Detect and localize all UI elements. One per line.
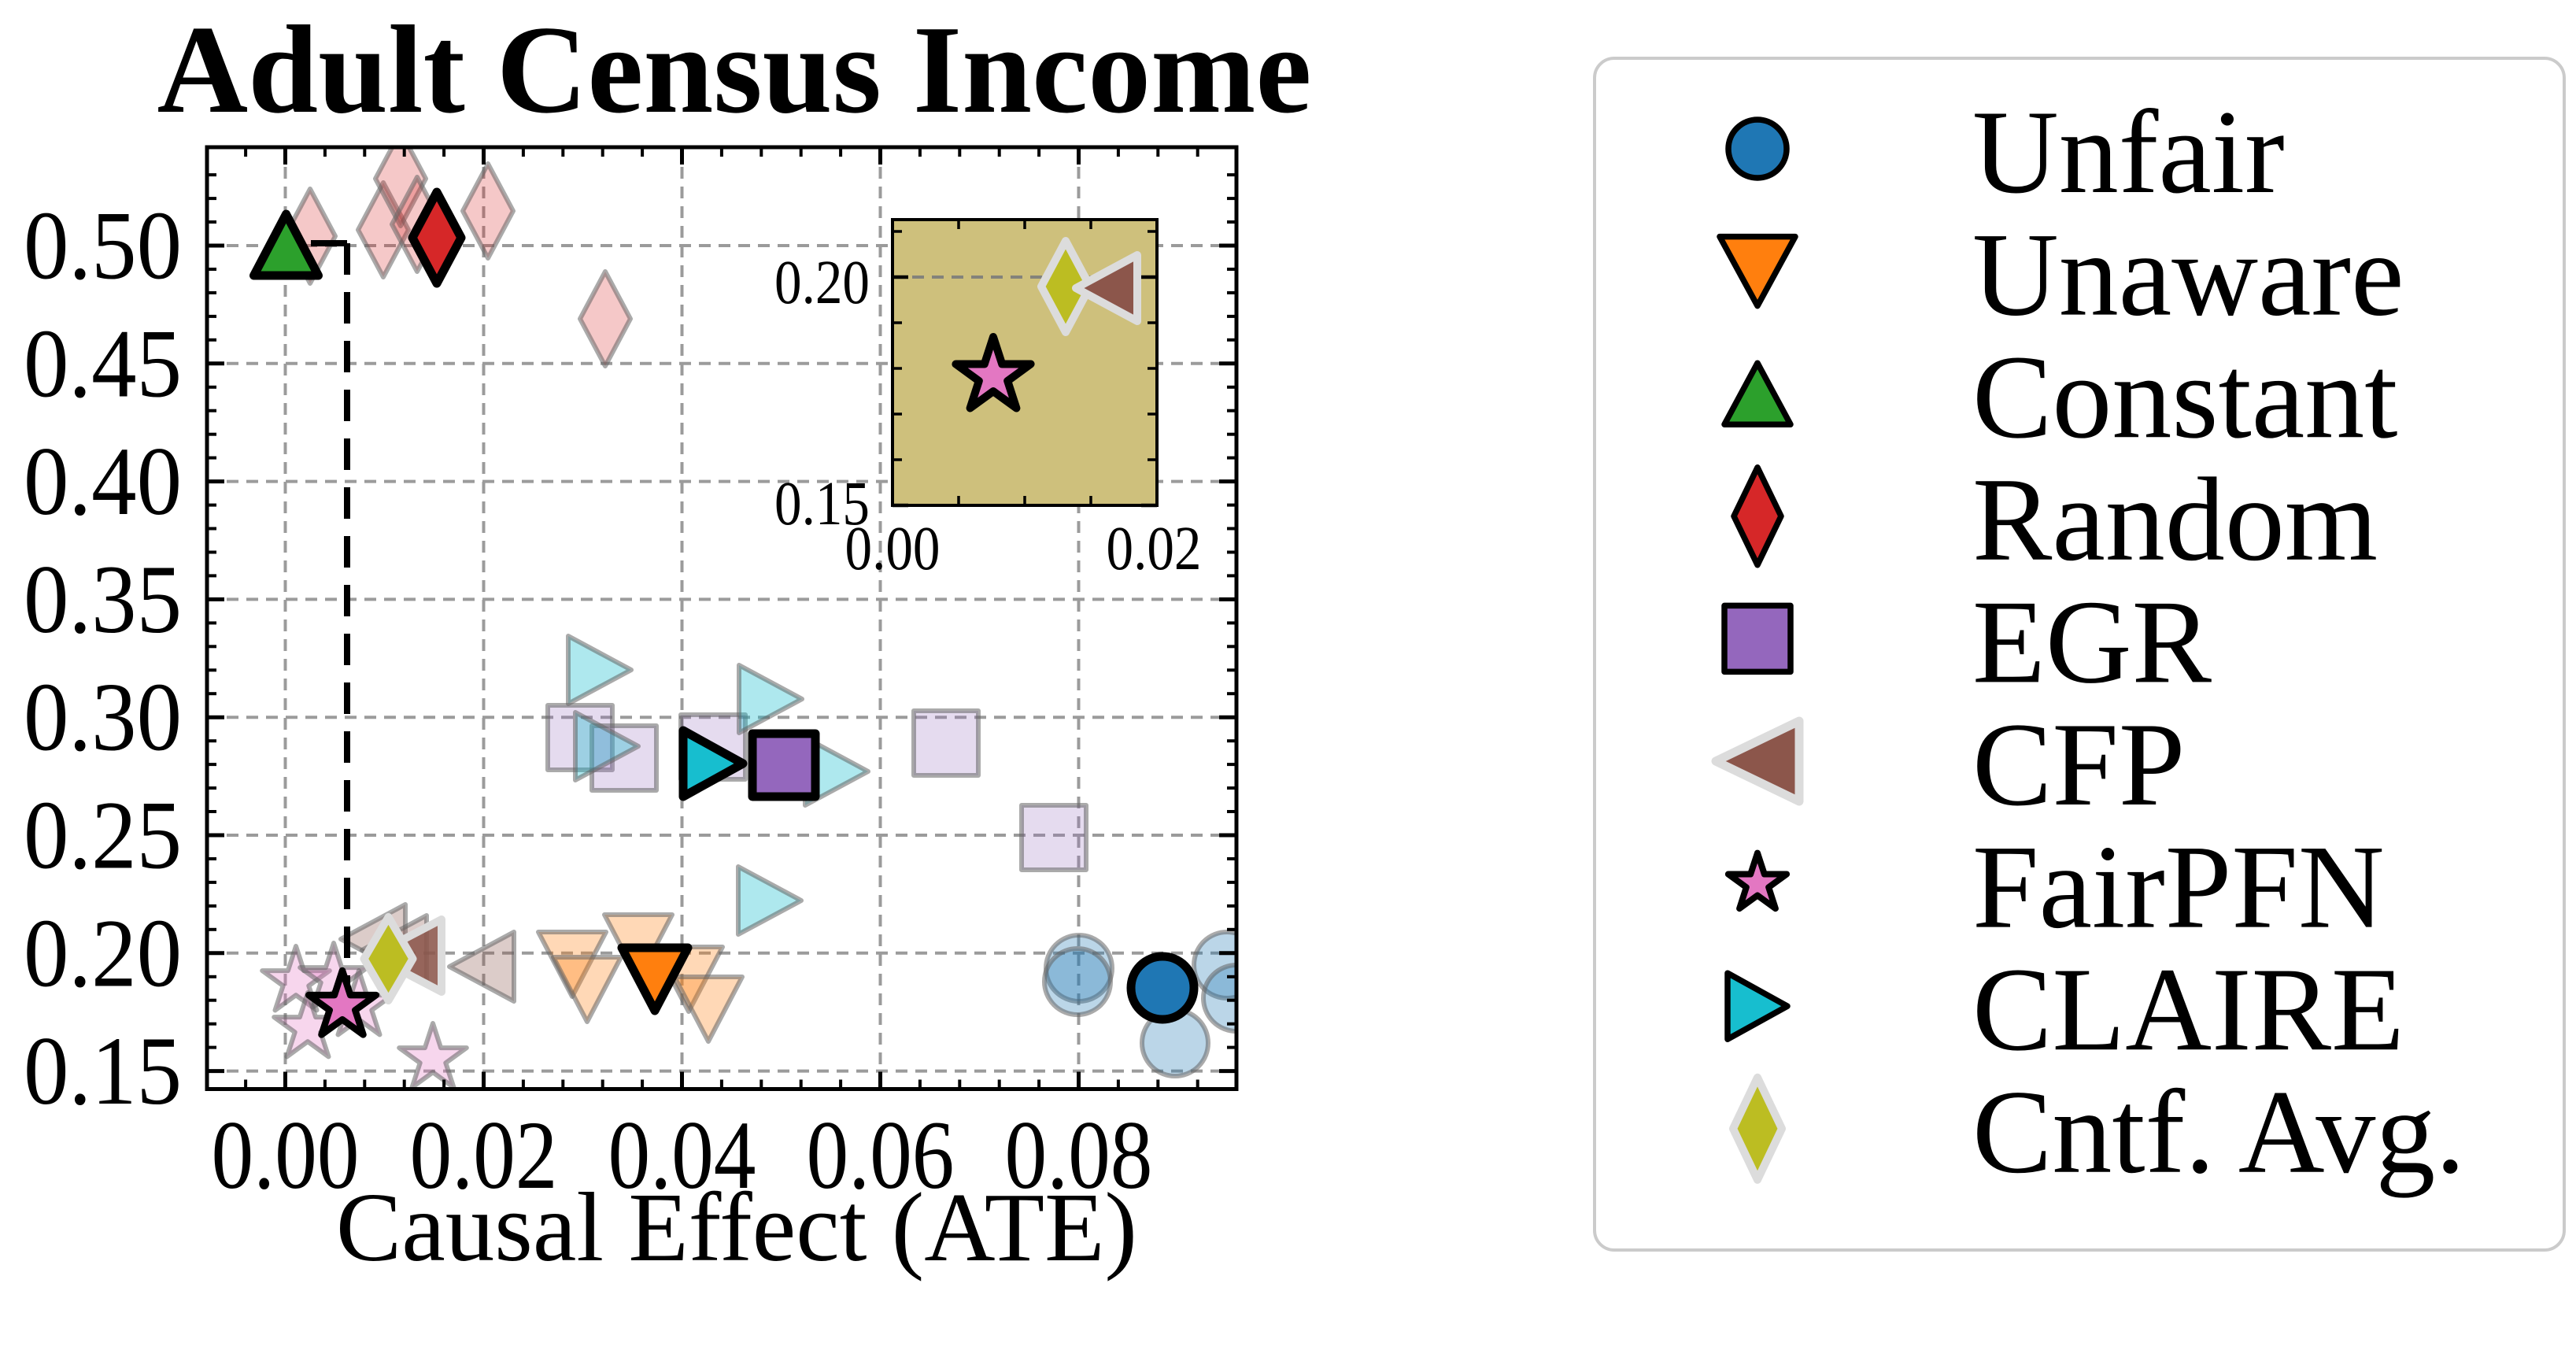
svg-text:0.50: 0.50 xyxy=(24,192,182,300)
svg-text:0.08: 0.08 xyxy=(1005,1101,1153,1209)
svg-text:Unaware: Unaware xyxy=(1972,209,2404,341)
svg-text:Unfair: Unfair xyxy=(1972,86,2285,218)
svg-text:0.15: 0.15 xyxy=(774,470,870,538)
svg-text:0.00: 0.00 xyxy=(845,515,941,583)
svg-text:CLAIRE: CLAIRE xyxy=(1972,943,2404,1075)
svg-text:0.25: 0.25 xyxy=(24,782,182,890)
svg-text:0.02: 0.02 xyxy=(1107,515,1202,583)
svg-text:Adult Census Income: Adult Census Income xyxy=(157,0,1312,139)
svg-text:0.30: 0.30 xyxy=(24,664,182,771)
svg-text:0.04: 0.04 xyxy=(608,1101,756,1209)
svg-text:0.35: 0.35 xyxy=(24,546,182,653)
svg-text:Constant: Constant xyxy=(1972,331,2397,463)
svg-text:0.45: 0.45 xyxy=(24,309,182,417)
svg-text:0.15: 0.15 xyxy=(24,1017,182,1125)
svg-text:CFP: CFP xyxy=(1972,698,2185,830)
svg-text:0.20: 0.20 xyxy=(24,899,182,1007)
svg-text:0.40: 0.40 xyxy=(24,427,182,535)
svg-text:Cntf. Avg.: Cntf. Avg. xyxy=(1972,1066,2465,1198)
svg-text:0.06: 0.06 xyxy=(807,1101,955,1209)
svg-text:EGR: EGR xyxy=(1972,575,2212,708)
svg-text:0.20: 0.20 xyxy=(774,249,870,317)
svg-text:Causal Effect (ATE): Causal Effect (ATE) xyxy=(336,1174,1137,1282)
svg-text:FairPFN: FairPFN xyxy=(1972,821,2385,953)
svg-text:0.00: 0.00 xyxy=(212,1101,360,1209)
svg-text:Random: Random xyxy=(1972,453,2378,586)
svg-text:0.02: 0.02 xyxy=(410,1101,558,1209)
